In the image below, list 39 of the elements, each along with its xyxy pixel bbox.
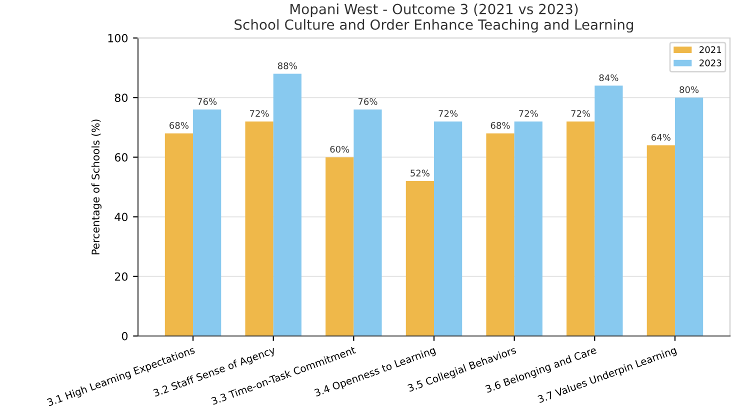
chart-title: Mopani West - Outcome 3 (2021 vs 2023) <box>290 4 578 18</box>
y-tick-label: 60 <box>114 153 128 162</box>
bar <box>273 74 302 336</box>
y-axis-title: Percentage of Schools (%) <box>91 120 102 254</box>
data-label: 80% <box>680 86 699 94</box>
data-label: 72% <box>438 110 458 117</box>
data-label: 52% <box>410 170 430 177</box>
legend-label: 2021 <box>700 46 722 54</box>
bar <box>486 133 514 336</box>
bar <box>566 121 595 336</box>
y-tick-label: 20 <box>114 272 128 281</box>
data-label: 72% <box>571 110 590 117</box>
bar <box>326 157 354 336</box>
bar <box>354 110 382 336</box>
bar <box>646 145 675 336</box>
data-label: 76% <box>198 98 217 105</box>
bar <box>514 121 542 336</box>
y-tick-label: 80 <box>114 94 128 102</box>
y-tick-label: 100 <box>108 34 128 42</box>
legend-label: 2023 <box>700 60 722 66</box>
bar <box>193 110 222 336</box>
data-label: 88% <box>278 62 297 70</box>
bar <box>674 98 704 336</box>
data-label: 72% <box>519 110 538 117</box>
bar <box>594 86 623 336</box>
data-label: 64% <box>652 134 670 141</box>
data-label: 84% <box>599 74 618 82</box>
bar <box>434 121 462 336</box>
bar <box>245 121 274 336</box>
data-label: 76% <box>358 98 378 105</box>
chart-subtitle: School Culture and Order Enhance Teaching and Learning <box>234 19 634 33</box>
y-tick-label: 0 <box>122 332 128 340</box>
data-label: 68% <box>170 122 188 129</box>
data-label: 60% <box>330 146 350 153</box>
data-label: 72% <box>250 110 269 117</box>
y-tick-label: 40 <box>114 212 128 222</box>
bar <box>406 181 434 336</box>
bar <box>164 133 194 336</box>
data-label: 68% <box>490 122 510 129</box>
